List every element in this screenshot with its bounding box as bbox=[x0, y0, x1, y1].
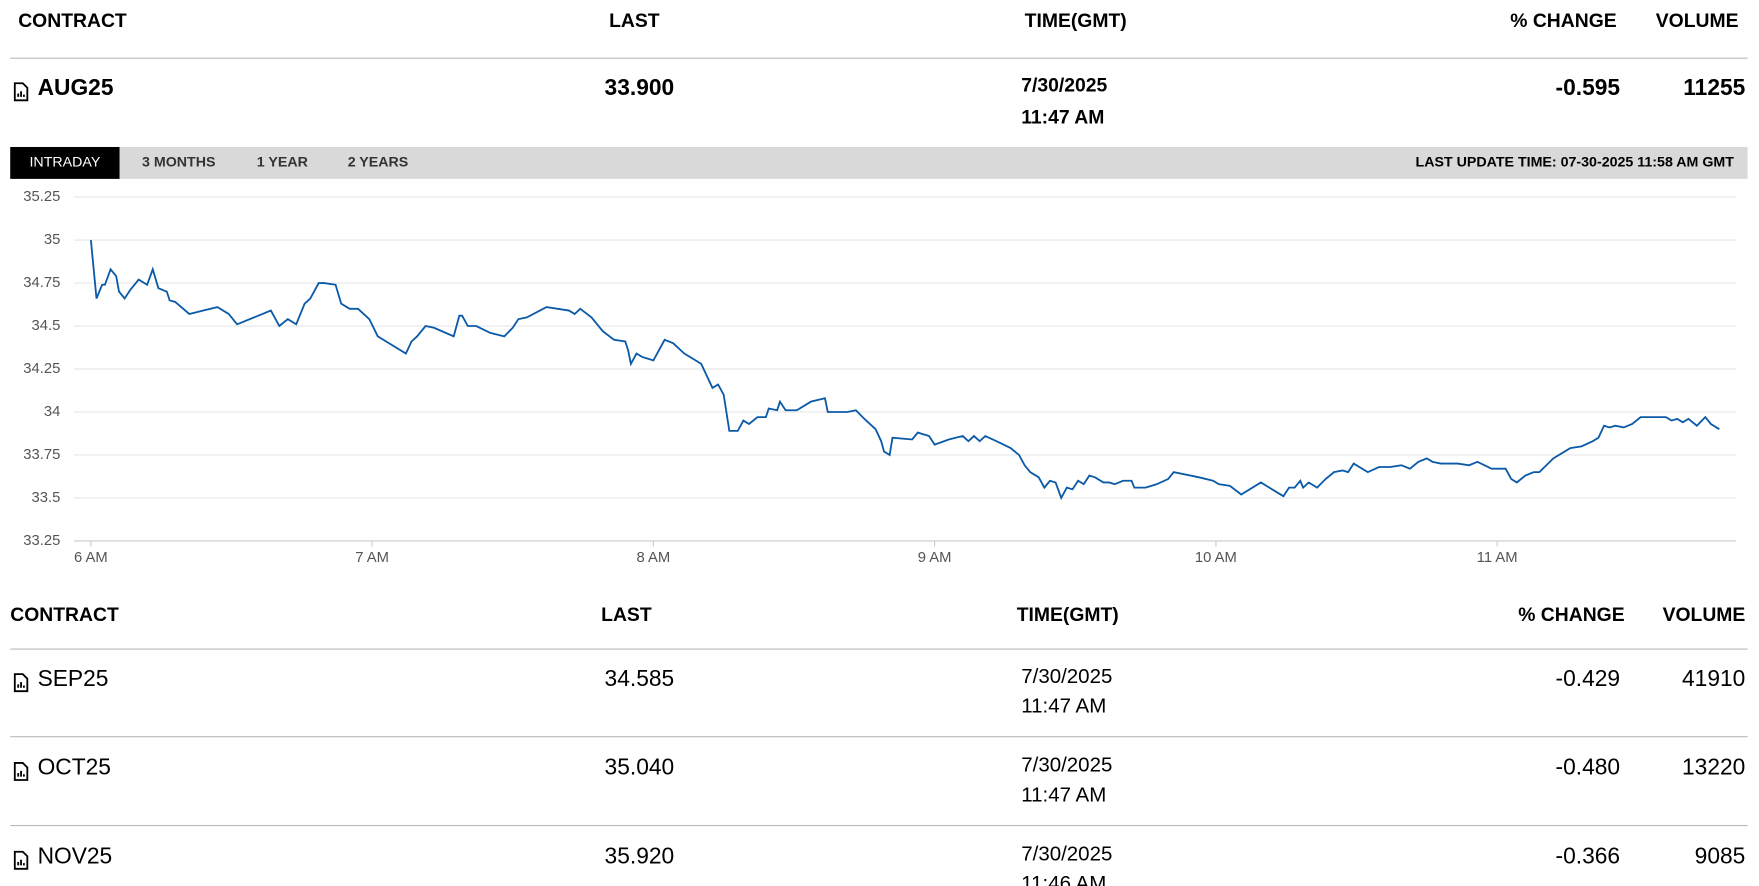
active-tab bbox=[10, 146, 120, 179]
volume: 13220 bbox=[1682, 754, 1745, 780]
x-tick-label: 6 AM bbox=[74, 550, 108, 566]
contract-icon bbox=[13, 673, 29, 693]
column-header: VOLUME bbox=[1663, 604, 1746, 626]
contract-icon bbox=[13, 82, 29, 102]
trade-date: 7/30/2025 bbox=[1021, 754, 1112, 777]
y-tick-label: 35.25 bbox=[23, 189, 60, 205]
y-tick-label: 34.25 bbox=[23, 361, 60, 377]
y-tick-label: 33.25 bbox=[23, 533, 60, 549]
trade-time: 11:47 AM bbox=[1021, 783, 1106, 806]
volume: 9085 bbox=[1695, 842, 1746, 868]
range-tab[interactable]: 1 YEAR bbox=[257, 155, 308, 171]
column-header: CONTRACT bbox=[18, 10, 127, 32]
trade-time: 11:47 AM bbox=[1021, 107, 1104, 129]
last-update: LAST UPDATE TIME: 07-30-2025 11:58 AM GM… bbox=[1416, 155, 1735, 171]
trade-date: 7/30/2025 bbox=[1021, 843, 1112, 866]
contract-name[interactable]: NOV25 bbox=[38, 842, 113, 868]
y-tick-label: 33.75 bbox=[23, 447, 60, 463]
percent-change: -0.429 bbox=[1556, 665, 1621, 691]
range-tab[interactable]: 2 YEARS bbox=[348, 155, 409, 171]
contract-name[interactable]: SEP25 bbox=[38, 665, 109, 691]
x-tick-label: 8 AM bbox=[637, 550, 671, 566]
column-header: CONTRACT bbox=[10, 604, 119, 626]
column-header: LAST bbox=[609, 10, 660, 32]
x-tick-label: 10 AM bbox=[1195, 550, 1237, 566]
column-header: VOLUME bbox=[1656, 10, 1739, 32]
column-header: % CHANGE bbox=[1518, 604, 1624, 626]
contract-name[interactable]: AUG25 bbox=[38, 74, 114, 100]
range-tab[interactable]: 3 MONTHS bbox=[142, 155, 215, 171]
contract-icon bbox=[13, 850, 29, 870]
column-header: TIME(GMT) bbox=[1017, 604, 1119, 626]
y-tick-label: 34 bbox=[44, 404, 60, 420]
y-tick-label: 33.5 bbox=[32, 490, 61, 506]
column-header: % CHANGE bbox=[1510, 10, 1616, 32]
last-price: 35.040 bbox=[605, 754, 675, 780]
x-tick-label: 11 AM bbox=[1477, 550, 1518, 566]
x-tick-label: 7 AM bbox=[355, 550, 389, 566]
volume: 11255 bbox=[1683, 74, 1745, 100]
contract-name[interactable]: OCT25 bbox=[38, 754, 111, 780]
last-price: 34.585 bbox=[605, 665, 675, 691]
range-tab[interactable]: INTRADAY bbox=[29, 155, 100, 171]
column-header: TIME(GMT) bbox=[1025, 10, 1127, 32]
contract-icon bbox=[13, 762, 29, 781]
trade-time: 11:46 AM bbox=[1021, 872, 1106, 886]
x-tick-label: 9 AM bbox=[918, 550, 952, 566]
trade-date: 7/30/2025 bbox=[1021, 75, 1107, 97]
trade-time: 11:47 AM bbox=[1021, 695, 1106, 718]
percent-change: -0.480 bbox=[1556, 754, 1621, 780]
price-line bbox=[89, 239, 1720, 501]
last-price: 35.920 bbox=[605, 842, 675, 868]
y-tick-label: 35 bbox=[44, 232, 60, 248]
percent-change: -0.366 bbox=[1556, 842, 1621, 868]
column-header: LAST bbox=[601, 604, 652, 626]
y-tick-label: 34.5 bbox=[32, 318, 61, 334]
volume: 41910 bbox=[1682, 665, 1745, 691]
last-price: 33.900 bbox=[605, 74, 675, 100]
y-tick-label: 34.75 bbox=[23, 275, 60, 291]
trade-date: 7/30/2025 bbox=[1021, 665, 1112, 688]
percent-change: -0.595 bbox=[1556, 74, 1621, 100]
tab-bar bbox=[10, 146, 1748, 179]
